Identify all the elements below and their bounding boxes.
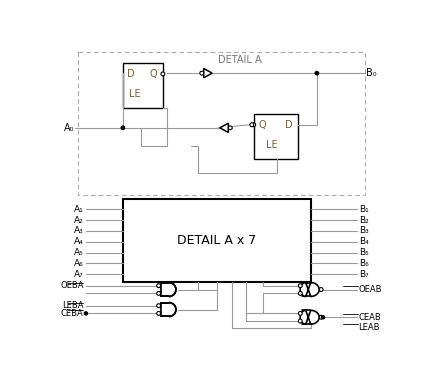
Circle shape [161,72,165,76]
Text: B₆: B₆ [359,259,369,268]
Text: LE: LE [266,140,278,150]
Text: Q: Q [258,120,266,130]
Circle shape [250,123,254,127]
Circle shape [157,311,161,315]
Circle shape [321,316,324,319]
Text: B₄: B₄ [359,237,369,246]
Text: Q: Q [149,69,157,79]
Circle shape [252,123,256,127]
Circle shape [319,315,323,319]
Text: A₄: A₄ [74,237,83,246]
Circle shape [121,126,124,129]
Circle shape [319,288,323,291]
Text: A₁: A₁ [74,205,83,214]
Text: B₀: B₀ [366,68,377,78]
Text: LEBA: LEBA [62,301,83,310]
Circle shape [157,291,161,295]
Polygon shape [220,123,229,132]
Text: D: D [127,69,135,79]
Circle shape [84,312,87,315]
Bar [123,63,163,108]
Text: A₆: A₆ [74,259,83,268]
Circle shape [157,284,161,288]
Text: LEAB: LEAB [359,323,380,332]
Text: B₂: B₂ [359,216,369,225]
Polygon shape [300,310,319,324]
Text: CEBA: CEBA [61,309,83,318]
Text: B₁: B₁ [359,205,369,214]
Circle shape [229,126,232,130]
Text: DETAIL A x 7: DETAIL A x 7 [177,234,257,247]
Bar [123,199,311,282]
Text: LE: LE [129,89,141,99]
Text: DETAIL A: DETAIL A [218,55,262,65]
Circle shape [200,71,204,75]
Text: B₃: B₃ [359,226,369,236]
Circle shape [299,284,302,288]
Polygon shape [161,303,176,316]
Circle shape [157,304,161,308]
Bar [78,52,365,195]
Circle shape [299,319,302,323]
Polygon shape [300,283,319,296]
Text: OEBA: OEBA [60,281,83,290]
Circle shape [299,291,302,295]
Text: D: D [285,120,292,130]
Polygon shape [161,283,176,296]
Text: A₀: A₀ [64,123,74,133]
Text: CEAB: CEAB [359,313,381,322]
Circle shape [299,311,302,315]
Text: A₅: A₅ [74,248,83,257]
Circle shape [315,72,318,75]
Polygon shape [204,69,212,78]
Text: B₇: B₇ [359,270,369,279]
Text: OEAB: OEAB [359,285,382,294]
Text: A₂: A₂ [74,216,83,225]
Text: B₅: B₅ [359,248,369,257]
Text: A₇: A₇ [74,270,83,279]
Bar [254,114,299,159]
Text: A₃: A₃ [74,226,83,236]
